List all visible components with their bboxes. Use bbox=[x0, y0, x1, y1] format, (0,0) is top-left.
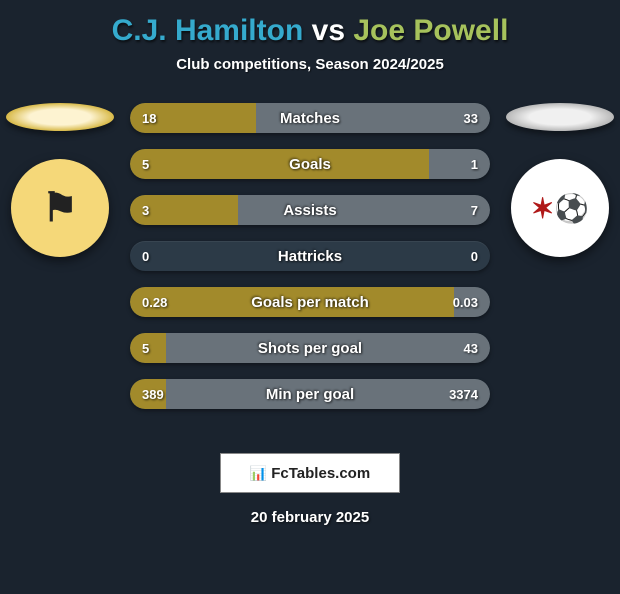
brand-box: 📊 FcTables.com bbox=[220, 453, 400, 493]
stat-bar-left bbox=[130, 379, 166, 409]
stat-row: 3893374Min per goal bbox=[130, 379, 490, 409]
stat-bar-left bbox=[130, 149, 429, 179]
page-title: C.J. Hamilton vs Joe Powell bbox=[0, 14, 620, 48]
left-side: ⚑ bbox=[0, 103, 120, 257]
stat-bar-left bbox=[130, 333, 166, 363]
stat-row: 543Shots per goal bbox=[130, 333, 490, 363]
snapshot-date: 20 february 2025 bbox=[0, 509, 620, 526]
stat-bar-left bbox=[130, 195, 238, 225]
left-badge-glyph: ⚑ bbox=[42, 185, 78, 231]
right-team-badge: ✶⚽ bbox=[511, 159, 609, 257]
stat-bar-left bbox=[130, 287, 454, 317]
stat-row: 1833Matches bbox=[130, 103, 490, 133]
brand-logo-icon: 📊 bbox=[250, 465, 267, 482]
stat-bar-right bbox=[429, 149, 490, 179]
right-side: ✶⚽ bbox=[500, 103, 620, 257]
stat-value-left: 0 bbox=[130, 241, 161, 271]
comparison-panel: ⚑ ✶⚽ 1833Matches 51Goals 37Assists 0 0Hattri… bbox=[0, 103, 620, 433]
player2-name: Joe Powell bbox=[353, 14, 508, 47]
vs-text: vs bbox=[303, 14, 353, 47]
left-team-badge: ⚑ bbox=[11, 159, 109, 257]
stat-row: 0.280.03Goals per match bbox=[130, 287, 490, 317]
stat-label: Hattricks bbox=[130, 241, 490, 271]
right-badge-glyph: ✶⚽ bbox=[531, 192, 589, 225]
right-ellipse bbox=[506, 103, 614, 131]
stat-bars: 1833Matches 51Goals 37Assists 0 0Hattricks 0.… bbox=[130, 103, 490, 425]
stat-bar-right bbox=[166, 333, 490, 363]
competition-subtitle: Club competitions, Season 2024/2025 bbox=[0, 56, 620, 73]
stat-value-right: 0 bbox=[459, 241, 490, 271]
brand-text: FcTables.com bbox=[271, 465, 370, 482]
stat-bar-right bbox=[256, 103, 490, 133]
stat-row: 51Goals bbox=[130, 149, 490, 179]
stat-bar-left bbox=[130, 103, 256, 133]
stat-bar-right bbox=[166, 379, 490, 409]
stat-row: 0 0Hattricks bbox=[130, 241, 490, 271]
stat-bar-right bbox=[238, 195, 490, 225]
player1-name: C.J. Hamilton bbox=[112, 14, 304, 47]
left-ellipse bbox=[6, 103, 114, 131]
stat-row: 37Assists bbox=[130, 195, 490, 225]
stat-bar-right bbox=[454, 287, 490, 317]
